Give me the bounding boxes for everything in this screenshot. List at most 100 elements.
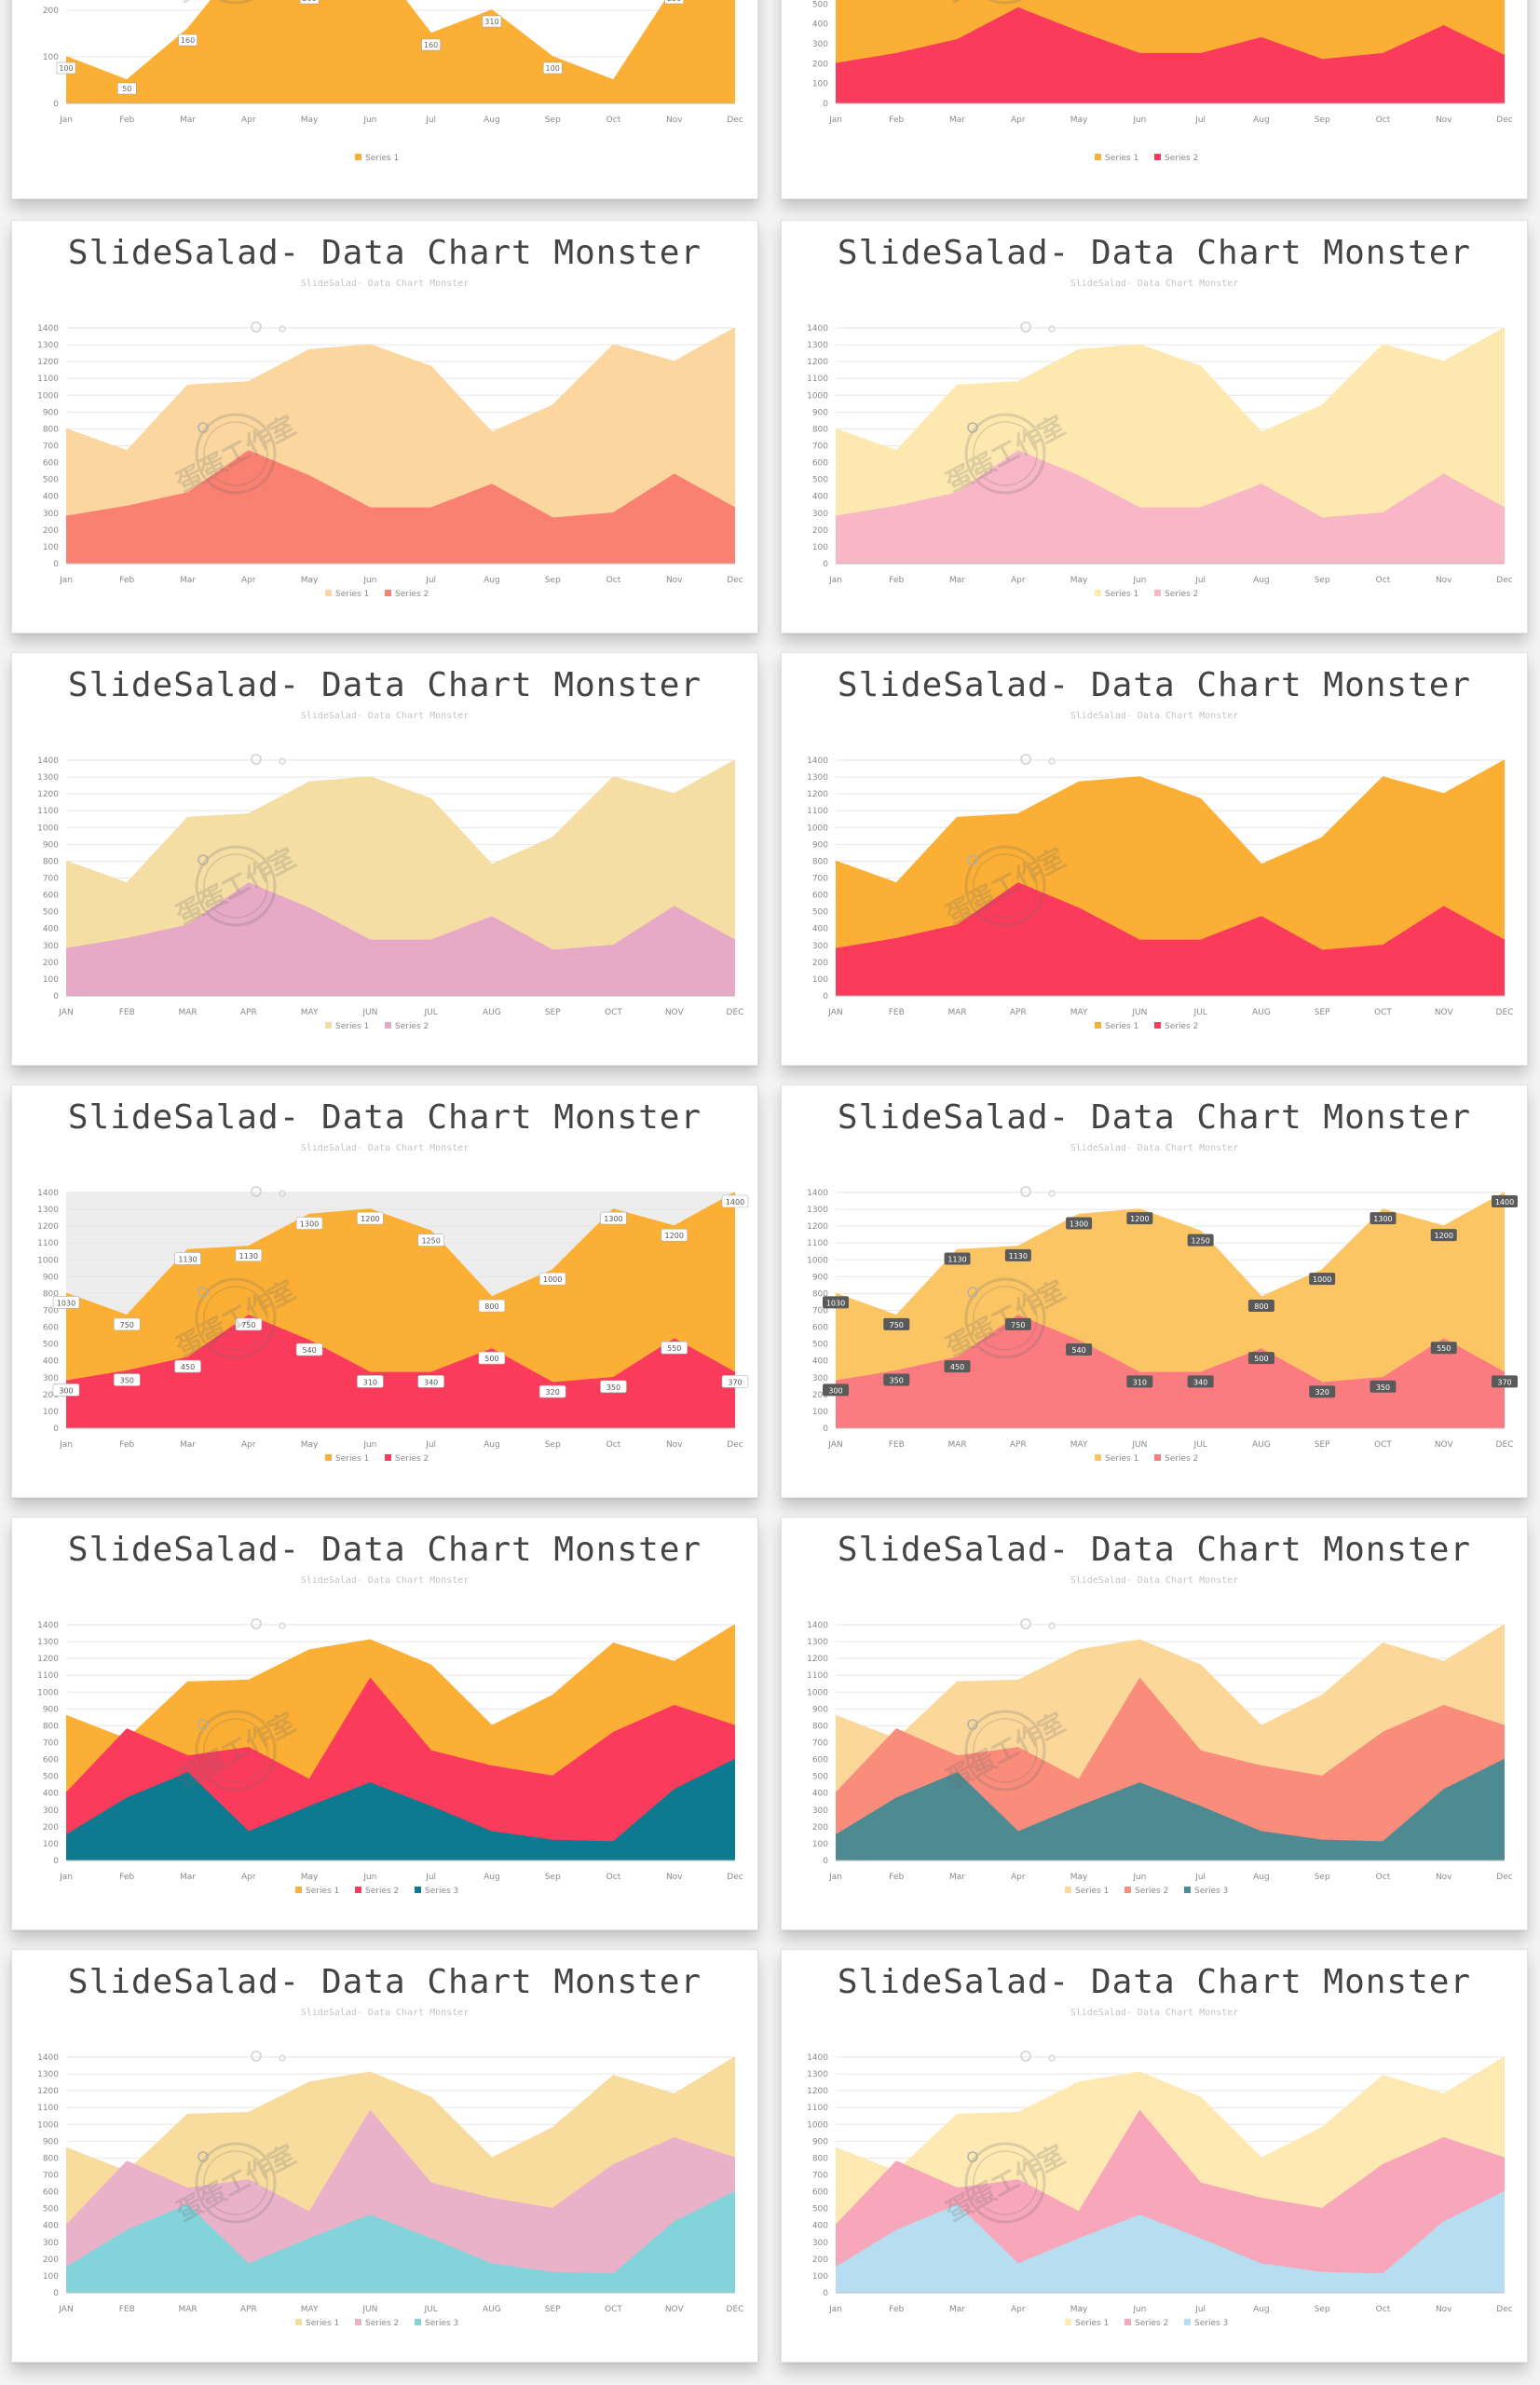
y-tick-label: 600: [812, 459, 828, 469]
x-tick-label: AUG: [1252, 1440, 1271, 1450]
data-label: 800: [1254, 1302, 1268, 1311]
series-2-area: [836, 2110, 1505, 2293]
y-tick-label: 0: [823, 992, 828, 1002]
x-tick-label: MAY: [1070, 1008, 1088, 1017]
x-tick-label: Nov: [666, 1873, 683, 1882]
x-tick-label: Jul: [425, 116, 436, 125]
data-label: 550: [667, 1344, 681, 1353]
y-tick-label: 300: [43, 1806, 59, 1816]
data-label-box: [542, 61, 563, 75]
y-tick-label: 1200: [807, 1222, 828, 1232]
series-2-area: [836, 7, 1505, 103]
x-tick-label: Nov: [1436, 2305, 1452, 2314]
x-tick-label: Nov: [1436, 1873, 1452, 1882]
marker-circle: [1020, 1618, 1031, 1629]
x-tick-label: Apr: [241, 1440, 256, 1450]
y-tick-label: 300: [812, 2239, 828, 2248]
watermark: 蛋蛋工作室: [171, 0, 301, 8]
x-tick-label: Dec: [727, 1873, 743, 1882]
chart-title: SlideSalad- Data Chart Monster: [67, 234, 702, 272]
data-label-box: [174, 1252, 201, 1265]
data-label: 310: [1133, 1378, 1147, 1386]
x-tick-label: Jun: [362, 576, 376, 585]
x-tick-label: Oct: [606, 1440, 621, 1450]
y-tick-label: 1200: [37, 1655, 59, 1664]
x-tick-label: Oct: [606, 576, 621, 585]
x-tick-label: Jul: [1194, 116, 1206, 125]
y-tick-label: 1400: [807, 756, 828, 766]
legend-label: Series 3: [1194, 2319, 1228, 2328]
y-tick-label: 0: [823, 1857, 828, 1866]
y-tick-label: 1400: [37, 756, 59, 766]
chart-title: SlideSalad- Data Chart Monster: [67, 1963, 702, 2001]
data-label: 160: [181, 36, 195, 45]
data-label: 1200: [665, 1232, 684, 1240]
data-label: 1300: [300, 1220, 319, 1228]
y-tick-label: 200: [43, 526, 59, 536]
x-tick-label: Apr: [1011, 576, 1026, 585]
marker-circle: [967, 1287, 978, 1298]
data-label: 250: [667, 0, 681, 3]
x-tick-label: Oct: [1376, 2305, 1391, 2314]
x-tick-label: Apr: [1011, 1873, 1026, 1882]
x-tick-label: JAN: [58, 2305, 73, 2314]
x-tick-label: Jun: [1132, 1873, 1146, 1882]
chart-card: SlideSalad- Data Chart Monster SlideSalad…: [781, 220, 1528, 634]
y-tick-label: 300: [812, 1806, 828, 1816]
y-tick-label: 100: [812, 543, 828, 552]
area-chart: 0100200300400500600700800900100011001200…: [37, 1186, 749, 1464]
marker-circle: [279, 325, 286, 333]
marker-circle: [1020, 321, 1031, 333]
x-tick-label: Sep: [1315, 1873, 1330, 1882]
series-3-area: [66, 2191, 735, 2293]
chart-subtitle: SlideSalad- Data Chart Monster: [300, 279, 470, 289]
series-2-area: [66, 1315, 735, 1428]
series-2-line: [835, 1677, 1506, 1794]
x-tick-label: Sep: [1315, 2305, 1330, 2314]
data-label-box: [1126, 1375, 1153, 1388]
chart-card: SlideSalad- Data Chart Monster SlideSalad…: [781, 652, 1528, 1066]
y-tick-label: 500: [812, 1341, 828, 1350]
y-tick-label: 200: [43, 1823, 59, 1833]
y-tick-label: 700: [43, 443, 59, 452]
data-label-box: [538, 1384, 566, 1398]
legend-swatch: [295, 2319, 302, 2325]
y-tick-label: 1000: [37, 1256, 59, 1265]
y-tick-label: 1400: [807, 1189, 828, 1198]
y-tick-label: 100: [812, 1408, 828, 1417]
data-label: 1200: [1130, 1215, 1149, 1223]
legend-swatch: [1095, 154, 1101, 160]
marker-circle: [1048, 1622, 1056, 1629]
area-chart: 0100200300400500600700800900100011001200…: [37, 321, 743, 599]
x-tick-label: MAR: [947, 1440, 966, 1450]
data-label-box: [113, 1373, 141, 1386]
y-tick-label: 0: [53, 992, 59, 1002]
chart-card: SlideSalad- Data Chart Monster SlideSalad…: [11, 220, 758, 634]
data-label: 750: [241, 1321, 255, 1329]
y-tick-label: 1200: [807, 1655, 828, 1664]
x-tick-label: SEP: [1315, 1008, 1330, 1017]
y-tick-label: 900: [43, 840, 59, 850]
y-tick-label: 0: [53, 1857, 59, 1866]
data-label: 1200: [1435, 1232, 1453, 1240]
x-tick-label: Jun: [362, 116, 376, 125]
y-tick-label: 1000: [807, 1256, 828, 1265]
legend-swatch: [1184, 1887, 1191, 1893]
y-tick-label: 1000: [37, 391, 59, 401]
data-label-box: [721, 1194, 749, 1208]
y-tick-label: 300: [812, 1374, 828, 1383]
series-1-line: [65, 1624, 736, 1740]
chart-subtitle: SlideSalad- Data Chart Monster: [1070, 1575, 1239, 1586]
y-tick-label: 400: [812, 2222, 828, 2231]
data-label: 500: [1254, 1355, 1268, 1363]
x-tick-label: AUG: [1252, 1008, 1271, 1017]
data-label: 320: [1315, 1388, 1329, 1397]
x-tick-label: MAR: [947, 1008, 966, 1017]
y-tick-label: 600: [43, 892, 59, 901]
x-tick-label: Apr: [241, 116, 256, 125]
data-label: 550: [1437, 1344, 1451, 1353]
area-chart: 0100200300JanFebMarAprMayJunJulAugSepOct…: [43, 0, 743, 163]
data-label: 1200: [361, 1215, 379, 1223]
x-tick-label: JAN: [58, 1008, 73, 1017]
data-label-box: [295, 1217, 323, 1230]
